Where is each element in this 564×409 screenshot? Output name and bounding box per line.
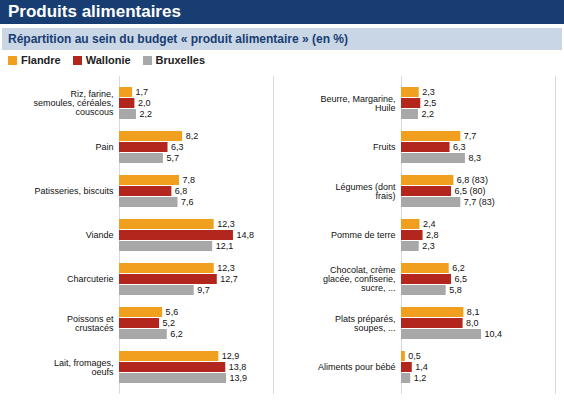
svg-text:Fruits: Fruits <box>373 142 396 152</box>
svg-text:1,7: 1,7 <box>136 87 149 97</box>
svg-text:Chocolat, crèmeglacée, confise: Chocolat, crèmeglacée, confiserie,sucre,… <box>323 265 396 293</box>
svg-text:7,7 (83): 7,7 (83) <box>464 197 495 207</box>
svg-text:13,9: 13,9 <box>230 373 248 383</box>
svg-text:2,2: 2,2 <box>139 109 152 119</box>
svg-text:2,2: 2,2 <box>421 109 434 119</box>
svg-text:2,5: 2,5 <box>424 98 437 108</box>
svg-text:0,5: 0,5 <box>408 351 421 361</box>
svg-text:12,3: 12,3 <box>217 263 235 273</box>
svg-text:8,0: 8,0 <box>466 318 479 328</box>
svg-text:14,8: 14,8 <box>236 230 254 240</box>
svg-text:Charcuterie: Charcuterie <box>67 274 114 284</box>
svg-text:Riz, farine,semoules, céréales: Riz, farine,semoules, céréales,couscous <box>33 89 114 117</box>
svg-text:Patisseries, biscuits: Patisseries, biscuits <box>34 186 114 196</box>
svg-text:7,8: 7,8 <box>183 175 196 185</box>
html-text:Produits alimentaires: Produits alimentaires <box>8 2 181 21</box>
svg-text:Plats préparés,soupes, ...: Plats préparés,soupes, ... <box>335 314 396 333</box>
svg-text:2,4: 2,4 <box>423 219 436 229</box>
svg-text:Pomme de terre: Pomme de terre <box>331 230 396 240</box>
svg-text:7,7: 7,7 <box>464 131 477 141</box>
svg-text:Pain: Pain <box>95 142 113 152</box>
svg-text:1,4: 1,4 <box>415 362 428 372</box>
svg-text:6,3: 6,3 <box>171 142 184 152</box>
svg-text:Viande: Viande <box>86 230 114 240</box>
svg-text:6,8: 6,8 <box>175 186 188 196</box>
svg-text:9,7: 9,7 <box>197 285 210 295</box>
svg-text:2,8: 2,8 <box>426 230 439 240</box>
svg-text:8,3: 8,3 <box>468 153 481 163</box>
svg-text:6,2: 6,2 <box>452 263 465 273</box>
svg-text:10,4: 10,4 <box>485 329 503 339</box>
svg-text:7,6: 7,6 <box>181 197 194 207</box>
svg-text:Beurre, Margarine,Huile: Beurre, Margarine,Huile <box>320 94 395 113</box>
svg-text:5,8: 5,8 <box>449 285 462 295</box>
svg-text:6,3: 6,3 <box>453 142 466 152</box>
html-text:Flandre: Flandre <box>21 54 61 66</box>
svg-text:6,2: 6,2 <box>170 329 183 339</box>
svg-text:5,6: 5,6 <box>166 307 179 317</box>
svg-text:5,2: 5,2 <box>163 318 176 328</box>
svg-text:6,5: 6,5 <box>455 274 468 284</box>
svg-text:Légumes (dontfrais): Légumes (dontfrais) <box>335 182 396 201</box>
svg-text:12,3: 12,3 <box>217 219 235 229</box>
svg-text:12,1: 12,1 <box>216 241 234 251</box>
svg-text:Poissons etcrustacés: Poissons etcrustacés <box>67 314 114 333</box>
html-text:Bruxelles: Bruxelles <box>155 54 206 66</box>
svg-text:8,1: 8,1 <box>467 307 480 317</box>
html-text:Répartition au sein du budget: Répartition au sein du budget « produit … <box>8 32 348 46</box>
svg-text:8,2: 8,2 <box>186 131 199 141</box>
svg-text:12,7: 12,7 <box>220 274 238 284</box>
svg-text:Lait, fromages,oeufs: Lait, fromages,oeufs <box>54 358 114 377</box>
svg-text:2,3: 2,3 <box>422 241 435 251</box>
svg-text:2,0: 2,0 <box>138 98 151 108</box>
svg-text:Aliments pour bébé: Aliments pour bébé <box>318 362 396 372</box>
svg-text:2,3: 2,3 <box>422 87 435 97</box>
svg-text:6,5 (80): 6,5 (80) <box>455 186 486 196</box>
svg-text:5,7: 5,7 <box>166 153 179 163</box>
svg-text:13,8: 13,8 <box>229 362 247 372</box>
svg-text:1,2: 1,2 <box>414 373 427 383</box>
svg-text:6,8 (83): 6,8 (83) <box>457 175 488 185</box>
svg-text:12,9: 12,9 <box>222 351 240 361</box>
html-text:Wallonie: Wallonie <box>85 54 131 66</box>
